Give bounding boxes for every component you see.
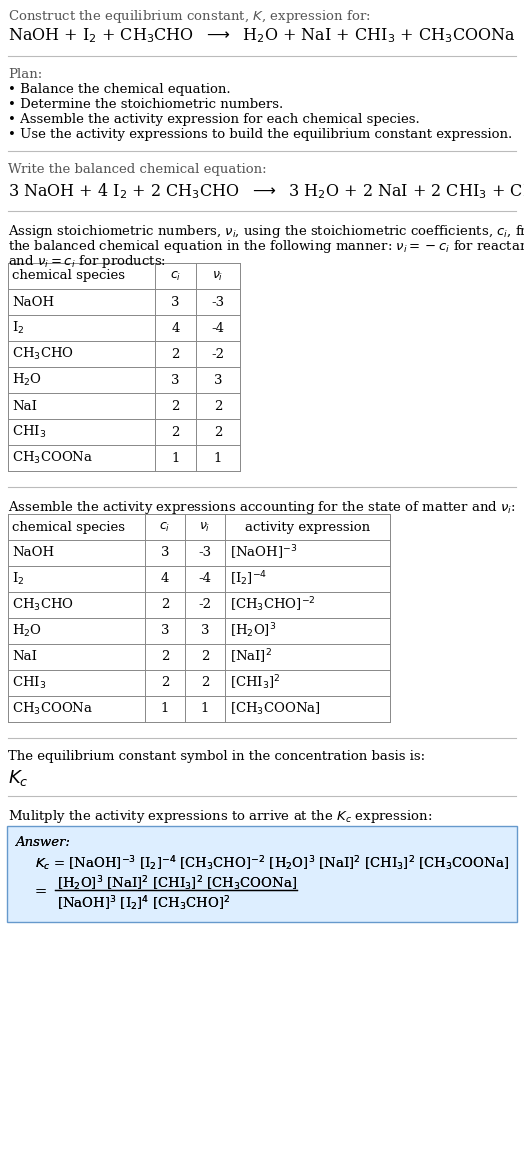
- Text: The equilibrium constant symbol in the concentration basis is:: The equilibrium constant symbol in the c…: [8, 750, 425, 763]
- Text: CHI$_3$: CHI$_3$: [12, 675, 46, 691]
- Text: Plan:: Plan:: [8, 68, 42, 81]
- Text: 3: 3: [161, 625, 169, 637]
- Text: I$_2$: I$_2$: [12, 320, 24, 336]
- Text: I$_2$: I$_2$: [12, 571, 24, 588]
- Text: [NaOH]$^{-3}$: [NaOH]$^{-3}$: [230, 544, 297, 562]
- Text: $\nu_i$: $\nu_i$: [212, 269, 224, 283]
- Text: Mulitply the activity expressions to arrive at the $K_c$ expression:: Mulitply the activity expressions to arr…: [8, 808, 432, 825]
- Text: [NaOH]$^3$ [I$_2$]$^4$ [CH$_3$CHO]$^2$: [NaOH]$^3$ [I$_2$]$^4$ [CH$_3$CHO]$^2$: [57, 894, 231, 912]
- Text: NaOH: NaOH: [12, 547, 54, 560]
- Text: [NaI]$^2$: [NaI]$^2$: [230, 648, 272, 666]
- Text: CH$_3$COONa: CH$_3$COONa: [12, 701, 93, 717]
- Text: 3 NaOH + 4 I$_2$ + 2 CH$_3$CHO  $\longrightarrow$  3 H$_2$O + 2 NaI + 2 CHI$_3$ : 3 NaOH + 4 I$_2$ + 2 CH$_3$CHO $\longrig…: [8, 181, 524, 201]
- Text: the balanced chemical equation in the following manner: $\nu_i = -c_i$ for react: the balanced chemical equation in the fo…: [8, 238, 524, 255]
- Text: 2: 2: [214, 425, 222, 438]
- Text: -3: -3: [212, 296, 225, 308]
- Text: 4: 4: [171, 321, 180, 335]
- Text: NaI: NaI: [12, 650, 37, 663]
- Text: Answer:: Answer:: [15, 836, 70, 850]
- Text: [H$_2$O]$^3$ [NaI]$^2$ [CHI$_3$]$^2$ [CH$_3$COONa]: [H$_2$O]$^3$ [NaI]$^2$ [CHI$_3$]$^2$ [CH…: [57, 874, 297, 892]
- Text: 1: 1: [201, 702, 209, 715]
- Text: • Balance the chemical equation.: • Balance the chemical equation.: [8, 83, 231, 96]
- Text: H$_2$O: H$_2$O: [12, 372, 42, 388]
- Text: 2: 2: [171, 400, 180, 413]
- Text: Assign stoichiometric numbers, $\nu_i$, using the stoichiometric coefficients, $: Assign stoichiometric numbers, $\nu_i$, …: [8, 223, 524, 240]
- Text: 3: 3: [201, 625, 209, 637]
- Text: NaOH + I$_2$ + CH$_3$CHO  $\longrightarrow$  H$_2$O + NaI + CHI$_3$ + CH$_3$COON: NaOH + I$_2$ + CH$_3$CHO $\longrightarro…: [8, 25, 516, 45]
- Text: 2: 2: [161, 677, 169, 690]
- Text: and $\nu_i = c_i$ for products:: and $\nu_i = c_i$ for products:: [8, 253, 166, 270]
- Text: [NaOH]$^3$ [I$_2$]$^4$ [CH$_3$CHO]$^2$: [NaOH]$^3$ [I$_2$]$^4$ [CH$_3$CHO]$^2$: [57, 894, 231, 912]
- Text: 1: 1: [214, 452, 222, 465]
- Text: -3: -3: [199, 547, 212, 560]
- Text: -4: -4: [199, 573, 212, 585]
- Text: CH$_3$COONa: CH$_3$COONa: [12, 450, 93, 466]
- Text: Answer:: Answer:: [15, 836, 70, 850]
- Text: 4: 4: [161, 573, 169, 585]
- Text: 2: 2: [161, 650, 169, 663]
- Text: $c_i$: $c_i$: [170, 269, 181, 283]
- Text: • Assemble the activity expression for each chemical species.: • Assemble the activity expression for e…: [8, 112, 420, 126]
- Text: $c_i$: $c_i$: [159, 520, 171, 533]
- Text: 2: 2: [214, 400, 222, 413]
- Text: Write the balanced chemical equation:: Write the balanced chemical equation:: [8, 163, 267, 176]
- Text: 1: 1: [161, 702, 169, 715]
- Text: 3: 3: [171, 296, 180, 308]
- Text: $\nu_i$: $\nu_i$: [199, 520, 211, 533]
- Text: [CH$_3$COONa]: [CH$_3$COONa]: [230, 701, 321, 717]
- Text: =: =: [35, 885, 47, 899]
- Text: • Determine the stoichiometric numbers.: • Determine the stoichiometric numbers.: [8, 99, 283, 111]
- Text: [H$_2$O]$^3$ [NaI]$^2$ [CHI$_3$]$^2$ [CH$_3$COONa]: [H$_2$O]$^3$ [NaI]$^2$ [CHI$_3$]$^2$ [CH…: [57, 874, 297, 892]
- Text: activity expression: activity expression: [245, 520, 370, 533]
- Text: $K_c$ = [NaOH]$^{-3}$ [I$_2$]$^{-4}$ [CH$_3$CHO]$^{-2}$ [H$_2$O]$^3$ [NaI]$^2$ [: $K_c$ = [NaOH]$^{-3}$ [I$_2$]$^{-4}$ [CH…: [35, 854, 509, 873]
- Text: 2: 2: [171, 425, 180, 438]
- Text: chemical species: chemical species: [12, 520, 125, 533]
- Text: -4: -4: [212, 321, 224, 335]
- Text: H$_2$O: H$_2$O: [12, 622, 42, 639]
- Text: -2: -2: [199, 598, 212, 612]
- Text: =: =: [35, 885, 47, 899]
- Text: [I$_2$]$^{-4}$: [I$_2$]$^{-4}$: [230, 570, 267, 589]
- Text: chemical species: chemical species: [12, 270, 125, 283]
- Text: NaI: NaI: [12, 400, 37, 413]
- Text: Construct the equilibrium constant, $K$, expression for:: Construct the equilibrium constant, $K$,…: [8, 8, 370, 25]
- Text: -2: -2: [212, 348, 224, 360]
- Text: Assemble the activity expressions accounting for the state of matter and $\nu_i$: Assemble the activity expressions accoun…: [8, 500, 516, 516]
- Text: [CH$_3$CHO]$^{-2}$: [CH$_3$CHO]$^{-2}$: [230, 596, 316, 614]
- Text: 3: 3: [161, 547, 169, 560]
- Text: $K_c$: $K_c$: [8, 768, 29, 788]
- Text: 3: 3: [214, 373, 222, 386]
- Text: 3: 3: [171, 373, 180, 386]
- Text: [CHI$_3$]$^2$: [CHI$_3$]$^2$: [230, 673, 281, 692]
- Text: CHI$_3$: CHI$_3$: [12, 424, 46, 440]
- Text: CH$_3$CHO: CH$_3$CHO: [12, 345, 74, 362]
- Bar: [7, 826, 517, 923]
- Text: 2: 2: [201, 650, 209, 663]
- Text: 1: 1: [171, 452, 180, 465]
- Text: [H$_2$O]$^3$: [H$_2$O]$^3$: [230, 621, 276, 641]
- Text: 2: 2: [171, 348, 180, 360]
- Text: NaOH: NaOH: [12, 296, 54, 308]
- Text: 2: 2: [161, 598, 169, 612]
- Text: CH$_3$CHO: CH$_3$CHO: [12, 597, 74, 613]
- Text: • Use the activity expressions to build the equilibrium constant expression.: • Use the activity expressions to build …: [8, 127, 512, 141]
- Text: 2: 2: [201, 677, 209, 690]
- Text: $K_c$ = [NaOH]$^{-3}$ [I$_2$]$^{-4}$ [CH$_3$CHO]$^{-2}$ [H$_2$O]$^3$ [NaI]$^2$ [: $K_c$ = [NaOH]$^{-3}$ [I$_2$]$^{-4}$ [CH…: [35, 854, 509, 873]
